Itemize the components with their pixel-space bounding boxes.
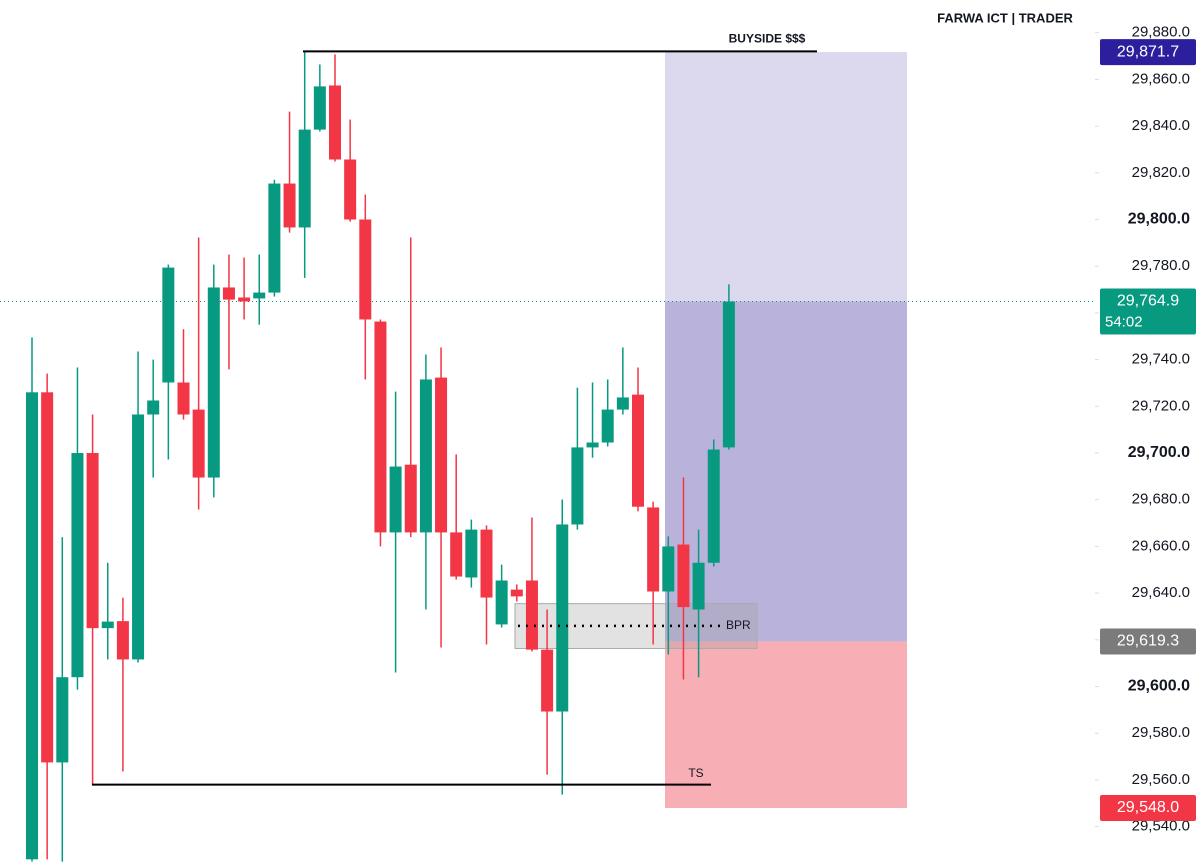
candle-body: [510, 589, 523, 597]
candle-body: [268, 183, 281, 293]
y-tick-label: 29,780.0: [1132, 257, 1190, 274]
price-badge-label: 29,871.7: [1117, 43, 1179, 60]
candle-body: [586, 442, 599, 448]
candle-body: [541, 649, 554, 712]
bpr-label: BPR: [726, 618, 751, 632]
target-zone: [665, 52, 907, 302]
candle-body: [344, 159, 357, 220]
candle-body: [374, 321, 387, 533]
price-badge: [1100, 288, 1196, 335]
candle-body: [647, 507, 660, 592]
candle-body: [435, 377, 448, 533]
candle-body: [556, 524, 569, 712]
candle-body: [101, 621, 114, 629]
candle-body: [192, 409, 205, 478]
y-tick-label: 29,580.0: [1132, 724, 1190, 741]
y-tick-label: 29,720.0: [1132, 397, 1190, 414]
candle-body: [632, 394, 644, 507]
candle-body: [147, 400, 160, 415]
price-badge-label: 29,619.3: [1117, 633, 1179, 650]
candle-body: [283, 183, 296, 228]
candle-body: [495, 580, 508, 625]
price-badge-label: 29,764.9: [1117, 293, 1179, 310]
candle-body: [601, 409, 614, 443]
candle-body: [132, 414, 145, 660]
candle-body: [313, 86, 326, 130]
y-tick-label: 29,800.0: [1128, 211, 1190, 228]
candle-body: [26, 392, 38, 860]
candle-body: [162, 267, 175, 383]
candle-body: [616, 397, 629, 410]
candle-body: [207, 287, 220, 478]
candle-body: [222, 287, 235, 300]
price-badge: [1100, 794, 1196, 821]
price-badge: [1100, 628, 1196, 655]
price-badge: [1100, 39, 1196, 66]
watermark: FARWA ICT | TRADER: [937, 10, 1073, 25]
candle-body: [298, 129, 311, 228]
stop-zone: [665, 641, 907, 808]
y-tick-label: 29,560.0: [1132, 771, 1190, 788]
candle-body: [253, 292, 266, 299]
y-tick-label: 29,820.0: [1132, 164, 1190, 181]
y-tick-label: 29,840.0: [1132, 117, 1190, 134]
candle-body: [722, 301, 735, 448]
y-tick-label: 29,540.0: [1132, 818, 1190, 835]
ts-label: TS: [688, 766, 703, 780]
y-tick-label: 29,660.0: [1132, 537, 1190, 554]
candle-body: [177, 382, 190, 415]
candle-body: [41, 392, 54, 763]
candle-body: [86, 453, 99, 629]
candle-body: [465, 529, 478, 578]
y-tick-label: 29,600.0: [1128, 678, 1190, 695]
countdown: 54:02: [1105, 313, 1143, 330]
profit-zone: [665, 301, 907, 642]
candle-body: [707, 449, 720, 563]
candle-body: [238, 297, 251, 302]
y-tick-label: 29,860.0: [1132, 70, 1190, 87]
candle-body: [571, 447, 584, 525]
bpr-box: [514, 603, 758, 649]
candle-body: [359, 219, 372, 320]
y-tick-label: 29,640.0: [1132, 584, 1190, 601]
candle-body: [116, 621, 129, 660]
y-tick-label: 29,740.0: [1132, 351, 1190, 368]
candle-body: [389, 466, 402, 533]
candle-body: [450, 532, 463, 577]
buyside-label: BUYSIDE $$$: [729, 32, 806, 46]
price-badge-label: 29,548.0: [1117, 799, 1179, 816]
candle-body: [662, 546, 675, 592]
candle-body: [525, 580, 538, 650]
candle-body: [71, 453, 84, 678]
y-tick-label: 29,700.0: [1128, 444, 1190, 461]
y-tick-label: 29,680.0: [1132, 491, 1190, 508]
candle-body: [329, 85, 341, 160]
candle-body: [56, 677, 69, 763]
candle-body: [480, 529, 493, 598]
candle-body: [692, 562, 705, 610]
y-tick-label: 29,880.0: [1132, 24, 1190, 41]
candle-body: [404, 464, 417, 533]
candle-body: [677, 544, 690, 608]
candle-body: [419, 379, 432, 533]
